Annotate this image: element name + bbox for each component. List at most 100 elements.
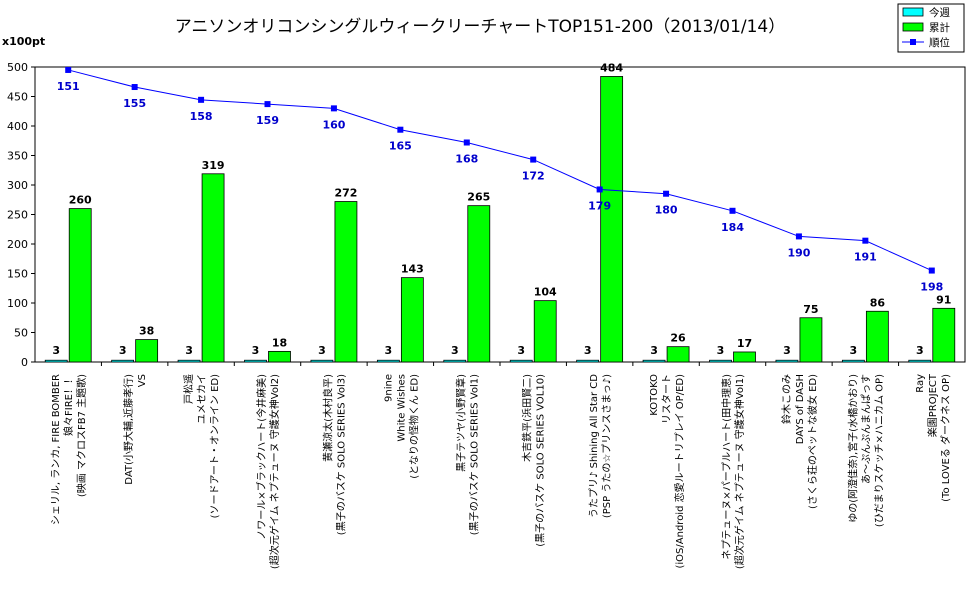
category-label: DAYS of DASH	[795, 374, 806, 444]
category-label: VS	[137, 374, 148, 387]
weekly-value-label: 3	[119, 344, 127, 357]
weekly-value-label: 3	[185, 344, 193, 357]
category-label: 黒子テツヤ(小野賢章)	[454, 374, 467, 472]
category-label: DAT(小野大輔,近藤孝行)	[122, 374, 135, 485]
rank-value-label: 155	[123, 97, 146, 110]
rank-value-label: 190	[787, 246, 810, 259]
rank-point	[795, 233, 802, 240]
rank-value-label: 159	[256, 114, 279, 127]
weekly-value-label: 3	[850, 344, 858, 357]
category-label: (iOS/Android 恋愛ルートリプレイ OP/ED)	[673, 374, 686, 569]
total-value-label: 272	[334, 187, 357, 200]
rank-point	[928, 267, 935, 274]
weekly-value-label: 3	[717, 344, 725, 357]
bar-weekly	[44, 359, 68, 363]
rank-value-label: 151	[57, 80, 80, 93]
category-label: (黒子のバスケ SOLO SERIES Vol1)	[468, 374, 480, 535]
category-label: 黄瀬涼太(木村良平)	[321, 374, 334, 462]
bar-weekly	[642, 359, 666, 363]
total-value-label: 38	[139, 325, 154, 338]
weekly-value-label: 3	[385, 344, 393, 357]
bar-total	[268, 350, 291, 363]
category-label: 9nine	[383, 374, 394, 402]
bar-total	[733, 351, 756, 363]
rank-point	[264, 101, 271, 108]
category-label: (超次元ゲイム ネプテューヌ 守護女神Vol1)	[733, 374, 746, 569]
rank-point	[729, 207, 736, 214]
total-value-label: 260	[69, 194, 92, 207]
weekly-value-label: 3	[252, 344, 260, 357]
weekly-value-label: 3	[451, 344, 459, 357]
bar-weekly	[775, 359, 799, 363]
bar-weekly	[509, 359, 533, 363]
legend-swatch	[902, 7, 924, 17]
axes-group: 0 50 100 150 200 250 300 350 400 450 500	[7, 61, 966, 369]
category-label: リスタート	[661, 374, 673, 424]
total-value-label: 91	[936, 293, 951, 306]
rank-value-label: 198	[920, 281, 943, 294]
y-tick-label: 250	[7, 209, 28, 222]
plot-frame	[34, 66, 966, 363]
bar-total	[400, 277, 424, 363]
weekly-value-label: 3	[916, 344, 924, 357]
rank-point	[530, 156, 537, 163]
rank-point	[198, 96, 205, 103]
bar-total	[68, 208, 92, 363]
bar-weekly	[111, 359, 135, 363]
category-label: White Wishes	[396, 374, 407, 442]
bar-weekly	[443, 359, 467, 363]
weekly-value-label: 3	[650, 344, 658, 357]
y-tick-label: 450	[7, 91, 28, 104]
bar-weekly	[841, 359, 865, 363]
total-value-label: 17	[737, 337, 752, 350]
y-tick-label: 150	[7, 268, 28, 281]
legend-label: 順位	[929, 36, 950, 49]
y-tick-label: 300	[7, 179, 28, 192]
rank-value-label: 160	[322, 118, 345, 131]
y-axis-unit-label: x100pt	[2, 35, 45, 48]
category-label: ノワール×ブラックハート(今井麻美)	[255, 374, 268, 540]
rank-point	[463, 139, 470, 146]
bar-total	[600, 76, 624, 363]
category-label: (となりの怪物くん ED)	[407, 374, 420, 479]
rank-value-label: 165	[389, 140, 412, 153]
category-label: Ray	[915, 374, 926, 393]
total-value-label: 143	[401, 263, 424, 276]
total-value-label: 319	[202, 159, 225, 172]
bar-total	[932, 307, 956, 363]
category-label: (映画 マクロスFB7 主題歌)	[75, 374, 88, 497]
total-value-label: 86	[870, 296, 886, 309]
weekly-value-label: 3	[783, 344, 791, 357]
rank-point	[131, 84, 138, 91]
weekly-value-label: 3	[584, 344, 592, 357]
chart-title: アニソンオリコンシングルウィークリーチャートTOP151-200（2013/01…	[175, 17, 786, 37]
category-label: (ソードアート・オンライン ED)	[209, 374, 221, 518]
rank-value-label: 168	[455, 153, 478, 166]
total-value-label: 18	[272, 336, 287, 349]
rank-line	[68, 69, 932, 272]
y-tick-label: 0	[21, 356, 28, 369]
rank-value-label: 158	[190, 110, 213, 123]
y-tick-label: 400	[7, 120, 28, 133]
rank-value-label: 172	[522, 170, 545, 183]
y-tick-label: 50	[14, 327, 28, 340]
y-tick-label: 500	[7, 61, 28, 74]
total-value-label: 75	[803, 303, 818, 316]
bars-group	[44, 76, 956, 363]
total-value-label: 26	[670, 332, 686, 345]
y-tick-label: 350	[7, 150, 28, 163]
legend-label: 累計	[929, 21, 950, 34]
total-value-label: 104	[534, 286, 557, 299]
total-value-label: 265	[467, 191, 490, 204]
bar-total	[865, 310, 889, 363]
rank-point	[65, 66, 72, 73]
rank-value-label: 191	[854, 251, 877, 264]
category-label: (黒子のバスケ SOLO SERIES VOL10)	[535, 374, 547, 547]
rank-point	[596, 186, 603, 193]
rank-line-group	[65, 66, 935, 274]
category-label: (PSP うたの☆プリンスさまっ♪)	[601, 374, 613, 518]
bar-total	[799, 317, 823, 363]
legend-marker	[910, 39, 916, 45]
